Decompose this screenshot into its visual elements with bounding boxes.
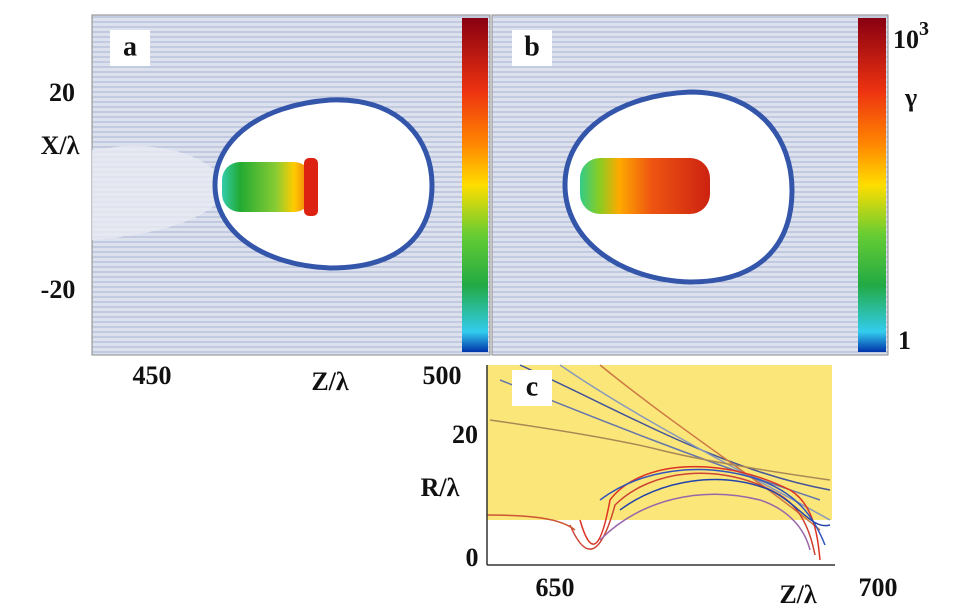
y-tick-label: 20 [49,78,75,107]
bubble [212,97,435,271]
colorbar-max-base: 10 [893,25,919,54]
trajectory [569,472,816,556]
colorbar-max-exponent: 3 [919,18,929,40]
x-tick-label: 450 [133,361,172,390]
trajectory [579,465,821,561]
panel-letter: b [524,31,540,62]
letter-box [512,30,552,66]
letter-box [110,30,150,66]
trajectory [619,478,831,527]
x-tick-label: 500 [423,361,462,390]
panel-letter: a [123,31,137,62]
letter-box [512,370,552,406]
colorbar [858,18,886,352]
bunch-head [304,158,318,216]
y-tick-label: 20 [452,420,478,449]
trajectory [489,419,831,481]
colorbar-min: 1 [898,326,911,355]
trajectory [519,364,831,491]
colorbar-max: 103 [893,18,929,54]
trajectory [599,468,826,546]
wake [92,146,215,240]
x-axis-label: Z/λ [779,580,817,609]
colorbar-label: γ [904,83,917,112]
y-tick-label: -20 [41,275,76,304]
electron-bunch [580,158,710,214]
trajectory [599,493,811,551]
y-axis-label: R/λ [421,473,460,502]
trajectory [486,514,576,531]
y-tick-label: 0 [466,543,479,572]
x-axis-label: Z/λ [311,367,349,396]
x-tick-label: 700 [859,573,898,602]
x-tick-label: 650 [536,573,575,602]
trajectory [599,364,821,531]
y-axis-label: X/λ [41,131,80,160]
panel-letter: c [526,371,538,402]
colorbar [462,18,488,352]
electron-bunch [222,162,312,212]
